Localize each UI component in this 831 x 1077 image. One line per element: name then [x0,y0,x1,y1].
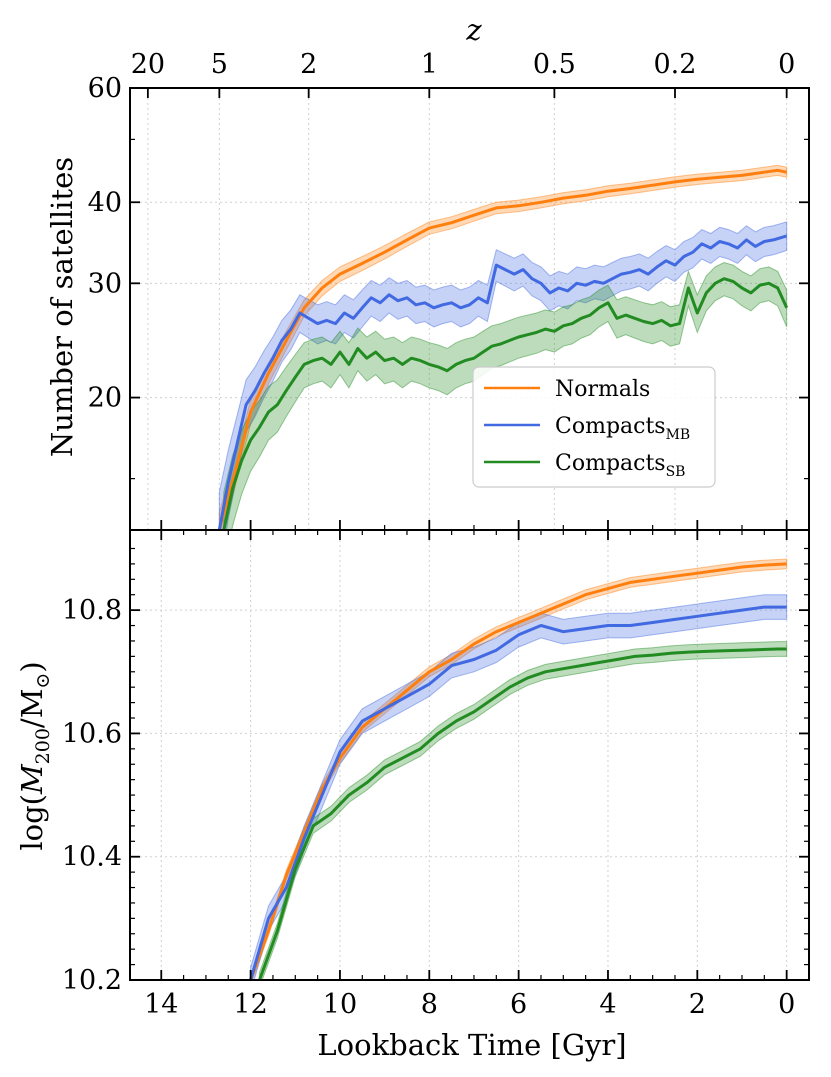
top-z-label-2: 2 [300,49,317,80]
bot-xtick-label-0: 14 [144,989,178,1020]
bot-ytick-label-1: 10.4 [62,842,122,873]
top-z-label-6: 0 [778,49,795,80]
top-band-normals [218,164,788,530]
bot-ytick-label-0: 10.2 [62,965,122,996]
top-z-label-1: 5 [211,49,228,80]
bot-line-compacts-sb [258,647,787,980]
top-ytick-label-0: 20 [88,383,122,414]
legend-box [472,366,716,488]
top-y-axis-label: Number of satellites [45,157,79,457]
top-ytick-labels: 20 30 40 60 [88,73,122,414]
bottom-xtick-labels: 14 12 10 8 6 4 2 0 [144,989,795,1020]
top-line-compacts-mb [217,234,788,530]
bot-line-compacts-mb [249,605,787,980]
legend-label-compacts-mb: CompactsMB [555,414,690,443]
bot-xtick-label-5: 4 [599,989,616,1020]
top-lines [217,168,789,530]
top-z-label-3: 1 [421,49,438,80]
top-band-compacts-sb [223,261,788,530]
bottom-panel: 10.2 10.4 10.6 10.8 14 12 10 8 6 4 2 0 Lookback Ti… [15,529,810,1062]
bottom-ytick-labels: 10.2 10.4 10.6 10.8 [62,595,122,996]
top-panel: 20 30 40 60 20 5 2 1 0.5 0.2 0 z Number of satell… [45,13,810,531]
top-z-label-0: 20 [131,49,165,80]
bot-xtick-label-4: 6 [510,989,527,1020]
bot-xtick-label-6: 2 [689,989,706,1020]
bot-band-compacts-mb [250,594,788,980]
top-z-labels: 20 5 2 1 0.5 0.2 0 [131,49,796,80]
bottom-grid [130,530,809,981]
bot-ytick-label-3: 10.8 [62,595,122,626]
top-line-compacts-sb [222,277,789,530]
top-bands [218,164,788,530]
bot-xtick-label-3: 8 [421,989,438,1020]
bot-band-compacts-sb [259,641,788,980]
top-ytick-label-2: 40 [88,187,122,218]
top-z-label-5: 0.2 [654,49,697,80]
legend: Normals CompactsMB CompactsSB [472,366,716,488]
bottom-y-axis-label: log(M200/M⊙) [15,661,54,850]
z-axis-label: z [465,13,482,47]
bot-xtick-label-1: 12 [233,989,267,1020]
bottom-lines [249,562,787,980]
top-ytick-label-3: 60 [88,73,122,104]
top-z-label-4: 0.5 [533,49,576,80]
bot-xtick-label-7: 0 [778,989,795,1020]
bot-xtick-label-2: 10 [323,989,357,1020]
bottom-frame [129,529,810,981]
legend-label-compacts-sb: CompactsSB [555,451,685,480]
top-ytick-label-1: 30 [88,268,122,299]
top-band-compacts-mb [218,221,788,530]
bottom-ticks [130,530,809,981]
x-axis-label: Lookback Time [Gyr] [317,1028,626,1062]
legend-label-normals: Normals [555,377,650,402]
bot-ytick-label-2: 10.6 [62,718,122,749]
bot-line-normals [249,562,787,980]
